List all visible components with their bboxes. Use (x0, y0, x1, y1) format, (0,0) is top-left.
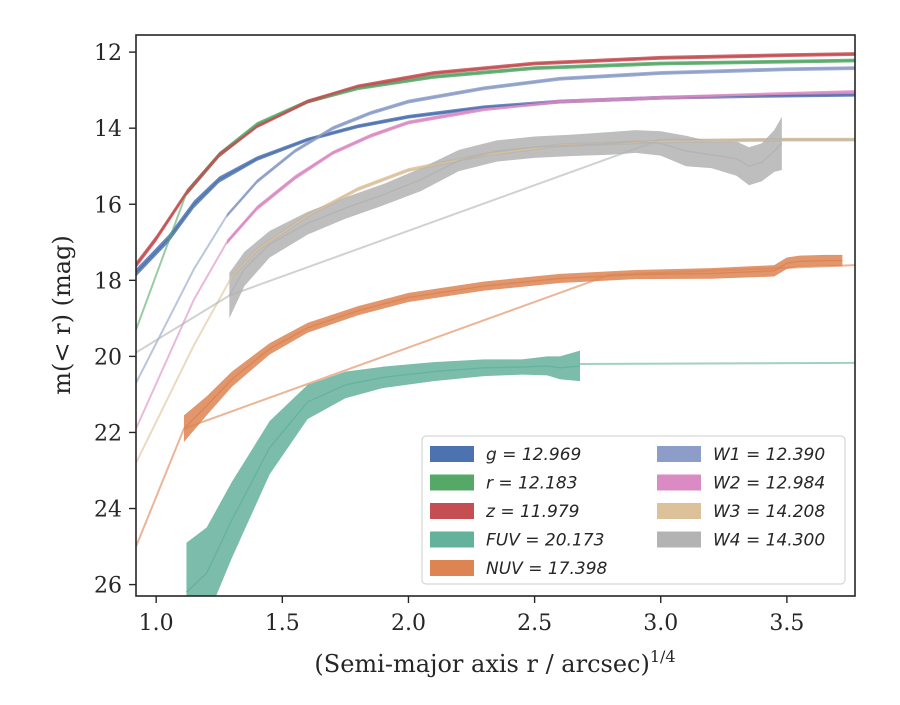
y-tick-label: 16 (94, 193, 122, 218)
x-tick-label: 1.5 (265, 611, 300, 636)
series-w4-line (228, 140, 783, 296)
series-w2-extrapolation (136, 241, 228, 430)
series-w1-line (226, 67, 855, 217)
y-tick-label: 22 (94, 421, 122, 446)
series-fuv-band (186, 350, 581, 596)
x-axis-label-exponent: 1/4 (650, 647, 676, 666)
legend-swatch-w4 (657, 531, 701, 548)
legend-label-w3: W3 = 14.208 (713, 502, 825, 522)
legend-swatch-r (430, 474, 474, 491)
x-axis-label: (Semi-major axis r / arcsec)1/4 (314, 647, 675, 678)
legend: g = 12.969 r = 12.183 z = 11.979 FUV = 20.1… (421, 435, 846, 585)
legend-swatch-w1 (657, 446, 701, 462)
series-w2-line (226, 91, 855, 243)
x-tick-label: 3.5 (769, 611, 804, 636)
legend-swatch-g (430, 446, 474, 462)
series-w3-extrapolation (136, 276, 233, 464)
series-w4-band (229, 116, 782, 319)
series-r-line (185, 59, 855, 194)
y-tick-label: 26 (94, 574, 122, 599)
series-z-line (136, 53, 855, 266)
series-nuv-band (183, 254, 843, 442)
y-tick-label: 14 (94, 117, 122, 142)
series-w1-extrapolation (136, 215, 228, 384)
x-tick-label: 3.0 (643, 611, 678, 636)
series-nuv-line (183, 259, 843, 430)
y-tick-label: 20 (94, 345, 122, 370)
plot-frame (135, 34, 856, 597)
y-tick-label: 24 (94, 498, 122, 523)
legend-swatch-nuv (430, 560, 474, 576)
series-w4-extrapolation (136, 138, 855, 354)
lines-layer (136, 53, 855, 593)
series-fuv-line (185, 365, 581, 593)
series-fuv-extrapolation (580, 361, 855, 365)
legend-label-nuv: NUV = 17.398 (486, 559, 608, 579)
x-tick-label: 2.5 (517, 611, 552, 636)
legend-label-g: g = 12.969 (486, 445, 581, 465)
legend-label-w4: W4 = 14.300 (713, 531, 825, 551)
y-tick-label: 18 (94, 269, 122, 294)
series-nuv-extrapolation (136, 264, 855, 547)
y-axis-label: m(< r) (mag) (48, 235, 76, 394)
x-tick-label: 1.0 (139, 611, 174, 636)
x-tick-label: 2.0 (391, 611, 426, 636)
y-tick-label: 12 (94, 41, 122, 66)
legend-label-w2: W2 = 12.984 (713, 474, 825, 494)
legend-label-w1: W1 = 12.390 (713, 445, 825, 465)
legend-swatch-w3 (657, 503, 701, 519)
ticks-layer: 1.0 1.5 2.0 2.5 3.0 3.5 12 14 16 18 20 22 24 26 (94, 41, 804, 636)
legend-label-fuv: FUV = 20.173 (486, 531, 604, 551)
legend-swatch-fuv (430, 531, 474, 548)
legend-label-r: r = 12.183 (486, 474, 578, 494)
legend-swatch-w2 (657, 474, 701, 491)
legend-label-z: z = 11.979 (485, 502, 579, 522)
series-r-extrapolation (136, 192, 188, 331)
legend-frame (421, 435, 846, 585)
legend-swatch-z (430, 503, 474, 519)
series-g-band (136, 92, 855, 277)
